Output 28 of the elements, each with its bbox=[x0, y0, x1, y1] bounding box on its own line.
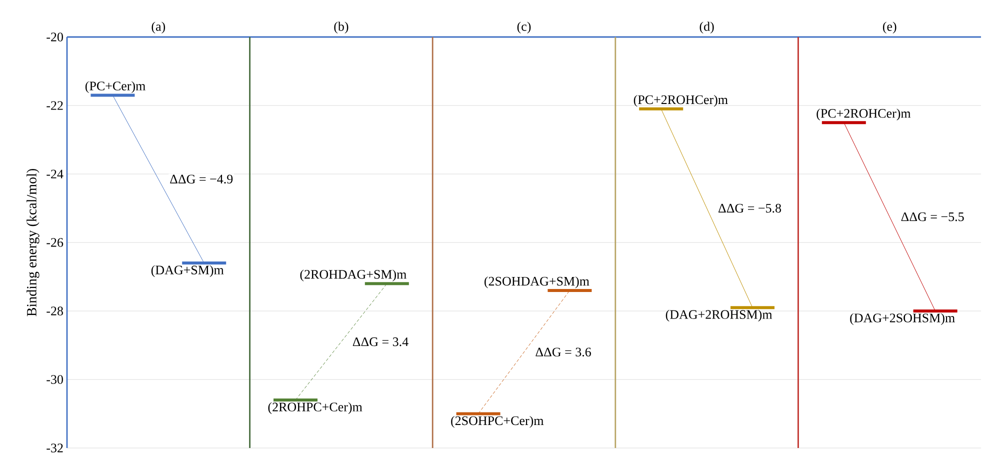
annotation: (PC+2ROHCer)m bbox=[816, 108, 911, 121]
y-tick-label: -32 bbox=[46, 444, 63, 453]
annotation: (DAG+SM)m bbox=[151, 265, 224, 278]
annotation: (2ROHDAG+SM)m bbox=[300, 270, 406, 282]
annotation: ΔΔG = −5.5 bbox=[901, 212, 964, 222]
annotation: (2SOHDAG+SM)m bbox=[484, 276, 590, 288]
annotation: ΔΔG = −4.9 bbox=[170, 174, 233, 184]
y-tick-label: -24 bbox=[46, 170, 64, 178]
y-tick-label: -26 bbox=[46, 238, 64, 248]
text: (e) bbox=[882, 22, 896, 34]
annotation: (DAG+2ROHSM)m bbox=[666, 310, 772, 322]
annotation: (2ROHPC+Cer)m bbox=[268, 402, 362, 414]
text: (c) bbox=[517, 22, 531, 34]
y-axis-title: Binding energy (kcal/mol) bbox=[26, 169, 40, 316]
text: (b) bbox=[334, 22, 348, 34]
text: (d) bbox=[700, 22, 714, 34]
y-tick-label: -20 bbox=[46, 32, 63, 42]
annotation: (PC+2ROHCer)m bbox=[634, 95, 728, 107]
annotation: ΔΔG = −5.8 bbox=[718, 204, 782, 213]
annotation: (PC+Cer)m bbox=[85, 81, 146, 94]
y-tick-label: -30 bbox=[46, 375, 63, 384]
text: (a) bbox=[152, 22, 166, 34]
y-tick-label: -28 bbox=[46, 306, 63, 316]
annotation: ΔΔG = 3.4 bbox=[352, 338, 408, 346]
annotation: (2SOHPC+Cer)m bbox=[451, 416, 544, 428]
annotation: (DAG+2SOHSM)m bbox=[850, 313, 955, 326]
y-tick-label: -22 bbox=[46, 101, 63, 110]
annotation: ΔΔG = 3.6 bbox=[536, 348, 591, 357]
